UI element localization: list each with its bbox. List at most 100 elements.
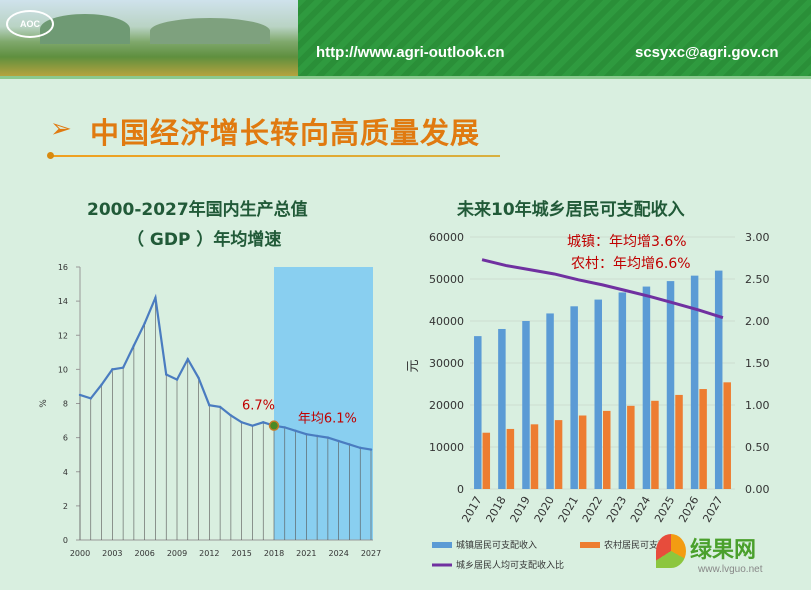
rural-income-bar: [603, 410, 611, 489]
y-tick-label: 16: [58, 263, 68, 272]
rural-income-bar: [482, 432, 491, 489]
income-y2-tick-label: 0.50: [745, 441, 770, 454]
rural-income-bar: [675, 394, 683, 489]
gdp-point: [197, 376, 200, 380]
gdp-2018-marker: [268, 420, 280, 431]
x-tick-label: 2006: [134, 549, 154, 558]
rural-income-bar: [723, 382, 731, 489]
gdp-point: [315, 434, 319, 438]
gdp-point: [218, 405, 222, 409]
rural-income-bar: [578, 415, 587, 489]
income-chart-title: 未来10年城乡居民可支配收入: [457, 200, 685, 220]
urban-income-bar: [618, 292, 627, 489]
gdp-point: [165, 373, 168, 376]
income-y-tick-label: 10000: [429, 441, 464, 454]
watermark-name: 绿果网: [690, 538, 757, 563]
gdp-point: [359, 446, 362, 450]
y-tick-label: 2: [63, 502, 68, 511]
title-arrow-icon: ➢: [50, 114, 72, 144]
gdp-point: [283, 426, 286, 429]
y-tick-label: 6: [63, 434, 68, 443]
aoc-logo: AOC: [6, 10, 54, 38]
x-tick-label: 2021: [296, 549, 316, 558]
gdp-point: [240, 421, 243, 424]
urban-income-bar: [498, 328, 506, 489]
x-tick-label: 2003: [102, 549, 122, 558]
x-tick-label: 2018: [264, 549, 284, 558]
income-y-axis-label: 元: [406, 359, 421, 372]
y-tick-label: 4: [63, 468, 68, 477]
gdp-point: [175, 378, 179, 381]
banner-photo: [0, 0, 298, 76]
forecast-band: [274, 267, 373, 540]
income-y2-tick-label: 2.00: [745, 315, 770, 328]
rural-growth-annotation: 农村：年均增6.6%: [571, 256, 691, 272]
income-x-tick-label: 2023: [604, 494, 629, 525]
legend-swatch-urban: [432, 542, 452, 548]
y-tick-label: 14: [58, 297, 68, 306]
gdp-point: [251, 424, 254, 427]
banner-hill: [40, 14, 130, 44]
income-y-tick-label: 50000: [429, 273, 464, 286]
y-tick-label: 0: [63, 536, 68, 545]
gdp-chart-title: 2000-2027年国内生产总值: [87, 200, 308, 220]
banner-hill: [150, 18, 270, 44]
page-title: 中国经济增长转向高质量发展: [90, 116, 481, 150]
gdp-point: [186, 357, 189, 361]
income-x-tick-label: 2022: [580, 494, 605, 525]
watermark-url: www.lvguo.net: [698, 564, 763, 575]
title-underline: [50, 155, 500, 157]
x-tick-label: 2027: [361, 549, 381, 558]
y-tick-label: 8: [63, 400, 68, 409]
income-x-tick-label: 2020: [532, 494, 557, 525]
income-x-tick-label: 2018: [483, 494, 508, 525]
header-banner: AOC http://www.agri-outlook.cn scsyxc@ag…: [0, 0, 811, 76]
legend-swatch-rural: [580, 542, 600, 548]
y-tick-label: 12: [58, 331, 68, 340]
urban-income-bar: [714, 270, 723, 489]
income-y-tick-label: 60000: [429, 231, 464, 244]
gdp-point: [143, 322, 146, 325]
income-y-tick-label: 40000: [429, 315, 464, 328]
income-x-tick-label: 2025: [652, 494, 677, 525]
urban-growth-annotation: 城镇：年均增3.6%: [567, 234, 687, 250]
banner-email[interactable]: scsyxc@agri.gov.cn: [635, 44, 779, 61]
banner-green-panel: [298, 0, 811, 76]
gdp-point: [294, 429, 297, 432]
urban-income-bar: [690, 275, 699, 489]
watermark: 绿果网 www.lvguo.net: [656, 532, 806, 586]
urban-income-bar: [522, 321, 530, 489]
legend-label-ratio: 城乡居民人均可支配收入比: [456, 559, 564, 571]
gdp-point: [348, 443, 351, 446]
lvguo-logo-icon: [656, 534, 686, 568]
gdp-chart-subtitle: （ GDP ）年均增速: [127, 230, 282, 250]
gdp-point: [154, 296, 157, 299]
income-x-tick-label: 2027: [700, 494, 725, 525]
income-x-tick-label: 2024: [628, 494, 653, 525]
gdp-point: [369, 448, 373, 451]
urban-income-bar: [642, 286, 651, 489]
banner-url[interactable]: http://www.agri-outlook.cn: [316, 44, 505, 61]
rural-income-bar: [699, 389, 707, 489]
gdp-series-line: [79, 293, 372, 451]
income-y2-tick-label: 1.00: [745, 399, 770, 412]
gdp-point: [111, 368, 114, 371]
income-x-tick-label: 2021: [556, 494, 581, 525]
rural-income-bar: [506, 428, 515, 489]
urban-income-bar: [570, 306, 578, 489]
gdp-point: [89, 397, 92, 400]
gdp-point: [229, 414, 233, 417]
gdp-point: [132, 344, 136, 347]
gdp-point: [262, 421, 265, 424]
x-tick-label: 2012: [199, 549, 219, 558]
gdp-point: [208, 404, 211, 407]
gdp-point: [326, 436, 330, 439]
income-y-tick-label: 20000: [429, 399, 464, 412]
income-y-tick-label: 0: [457, 483, 464, 496]
gdp-point: [305, 433, 308, 436]
gdp-annotation-2018: 6.7%: [242, 399, 275, 414]
rural-income-bar: [530, 424, 539, 489]
income-x-tick-label: 2019: [508, 494, 533, 525]
